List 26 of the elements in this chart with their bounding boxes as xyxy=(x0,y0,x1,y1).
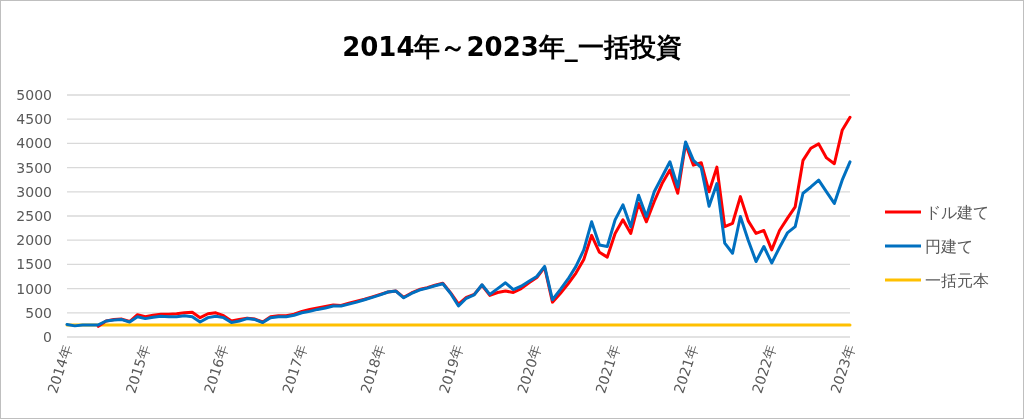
legend-label: 一括元本 xyxy=(925,271,989,290)
x-tick-label: 2017年 xyxy=(279,342,310,396)
y-tick-label: 3500 xyxy=(16,159,52,176)
y-tick-label: 0 xyxy=(43,329,52,345)
x-tick-label: 2022年 xyxy=(749,342,780,396)
x-tick-label: 2018年 xyxy=(357,342,389,396)
x-tick-label: 2023年 xyxy=(827,342,858,396)
x-tick-label: 2015年 xyxy=(122,342,154,396)
y-tick-label: 3000 xyxy=(16,183,52,200)
y-tick-label: 1500 xyxy=(16,256,52,273)
y-tick-label: 2000 xyxy=(16,232,52,249)
x-tick-label: 2021年 xyxy=(670,342,702,396)
x-tick-label: 2021年 xyxy=(592,342,623,396)
y-tick-label: 2500 xyxy=(16,208,52,224)
legend-label: 円建て xyxy=(925,237,973,256)
x-tick-label: 2014年 xyxy=(44,342,75,396)
x-tick-label: 2016年 xyxy=(200,342,232,396)
y-tick-label: 5000 xyxy=(16,87,52,103)
y-tick-label: 4000 xyxy=(16,135,52,152)
x-tick-label: 2019年 xyxy=(435,342,467,396)
y-tick-label: 500 xyxy=(25,304,52,321)
y-tick-label: 1000 xyxy=(16,280,52,297)
y-tick-label: 4500 xyxy=(16,111,52,128)
legend-label: ドル建て xyxy=(925,203,989,222)
x-tick-label: 2020年 xyxy=(514,342,545,396)
chart-title: 2014年～2023年_一括投資 xyxy=(342,32,682,62)
